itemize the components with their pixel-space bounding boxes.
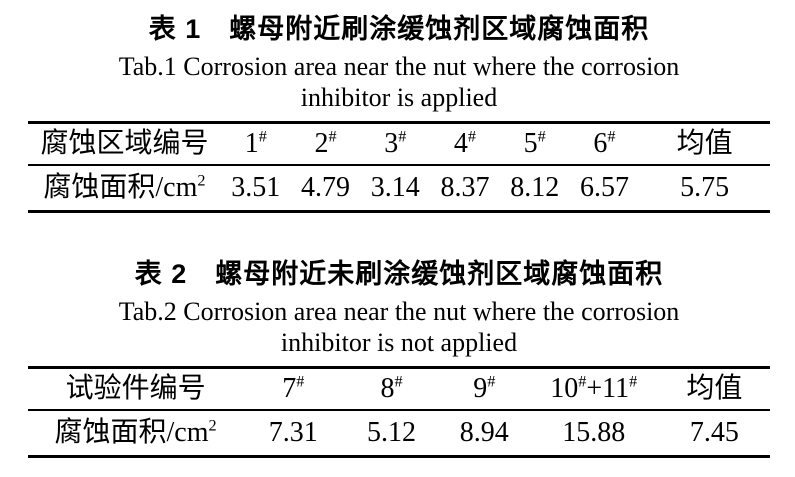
table-cell: 腐蚀面积/cm2: [54, 416, 217, 448]
table-cell: 3.14: [370, 172, 420, 203]
table-cell: 腐蚀面积/cm2: [43, 171, 206, 203]
table2-data-row: 腐蚀面积/cm2 7.31 5.12 8.94 15.88 7.45: [28, 410, 770, 457]
table-cell: 8#: [343, 367, 440, 411]
table-cell: 5#: [499, 122, 570, 166]
table1-caption-en-line2: inhibitor is applied: [300, 83, 498, 112]
table2-caption-zh: 表 2 螺母附近未刷涂缓蚀剂区域腐蚀面积: [134, 259, 664, 289]
table1-data-row: 腐蚀面积/cm2 3.51 4.79 3.14 8.37 8.12 6.57 5.75: [28, 165, 770, 212]
table-cell: 8.37: [440, 172, 490, 203]
table1: 腐蚀区域编号 1# 2# 3# 4# 5# 6# 均值 腐蚀面积/cm2 3.51 4.79 3.1…: [28, 121, 770, 213]
table-cell: 10#+11#: [528, 367, 659, 411]
table-cell: 7.45: [689, 417, 739, 448]
table2-block: 表 2 螺母附近未刷涂缓蚀剂区域腐蚀面积 Tab.2 Corrosion are…: [28, 257, 770, 458]
paper-page: 表 1 螺母附近刷涂缓蚀剂区域腐蚀面积 Tab.1 Corrosion area…: [28, 12, 770, 458]
table1-caption-zh: 表 1 螺母附近刷涂缓蚀剂区域腐蚀面积: [148, 14, 650, 44]
table-cell: 试验件编号: [28, 367, 244, 411]
table2-caption-en-line2: inhibitor is not applied: [280, 328, 518, 357]
table-cell: 腐蚀区域编号: [28, 122, 221, 166]
table-cell: 2#: [290, 122, 361, 166]
table1-caption-en-line1: Tab.1 Corrosion area near the nut where …: [118, 52, 680, 81]
table-cell: 均值: [639, 122, 770, 166]
table-cell: 均值: [658, 367, 770, 411]
table1-block: 表 1 螺母附近刷涂缓蚀剂区域腐蚀面积 Tab.1 Corrosion area…: [28, 12, 770, 213]
table-cell: 5.75: [680, 172, 730, 203]
table-cell: 4#: [430, 122, 500, 166]
table-cell: 5.12: [367, 417, 417, 448]
table2-header-row: 试验件编号 7# 8# 9# 10#+11# 均值: [28, 367, 770, 411]
table-cell: 8.94: [459, 417, 509, 448]
table-cell: 7#: [243, 367, 344, 411]
table-cell: 4.79: [301, 172, 351, 203]
table-cell: 9#: [439, 367, 529, 411]
table1-header-row: 腐蚀区域编号 1# 2# 3# 4# 5# 6# 均值: [28, 122, 770, 166]
table2: 试验件编号 7# 8# 9# 10#+11# 均值 腐蚀面积/cm2 7.31 5.12 8.9…: [28, 366, 770, 458]
table-cell: 7.31: [268, 417, 318, 448]
table-cell: 8.12: [510, 172, 560, 203]
table-cell: 1#: [220, 122, 291, 166]
table2-caption-en-line1: Tab.2 Corrosion area near the nut where …: [118, 297, 680, 326]
table-cell: 6.57: [579, 172, 629, 203]
table-cell: 6#: [569, 122, 640, 166]
table-cell: 15.88: [562, 417, 626, 448]
table-cell: 3.51: [231, 172, 281, 203]
table-cell: 3#: [360, 122, 431, 166]
